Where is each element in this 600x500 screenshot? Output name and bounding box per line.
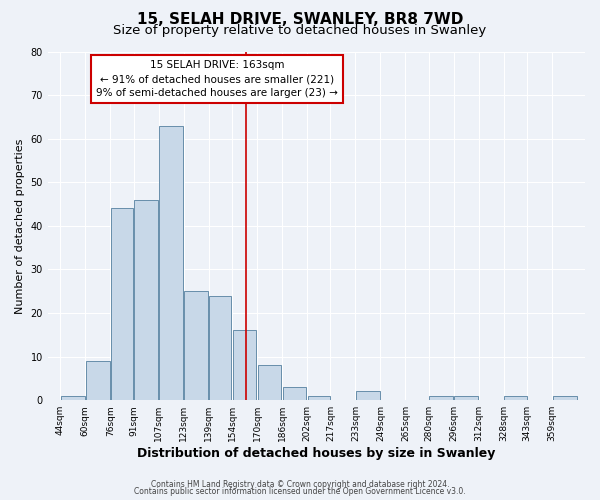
Bar xyxy=(356,392,380,400)
Bar xyxy=(61,396,85,400)
Bar xyxy=(257,366,281,400)
Bar xyxy=(184,291,208,400)
Text: 15 SELAH DRIVE: 163sqm
← 91% of detached houses are smaller (221)
9% of semi-det: 15 SELAH DRIVE: 163sqm ← 91% of detached… xyxy=(96,60,338,98)
Bar xyxy=(308,396,330,400)
X-axis label: Distribution of detached houses by size in Swanley: Distribution of detached houses by size … xyxy=(137,447,496,460)
Y-axis label: Number of detached properties: Number of detached properties xyxy=(15,138,25,314)
Bar xyxy=(430,396,453,400)
Bar xyxy=(111,208,133,400)
Bar xyxy=(505,396,527,400)
Bar xyxy=(159,126,183,400)
Bar xyxy=(86,361,110,400)
Bar xyxy=(233,330,256,400)
Bar xyxy=(283,387,307,400)
Bar xyxy=(209,296,232,400)
Text: 15, SELAH DRIVE, SWANLEY, BR8 7WD: 15, SELAH DRIVE, SWANLEY, BR8 7WD xyxy=(137,12,463,28)
Text: Size of property relative to detached houses in Swanley: Size of property relative to detached ho… xyxy=(113,24,487,37)
Bar xyxy=(454,396,478,400)
Bar xyxy=(134,200,158,400)
Bar xyxy=(553,396,577,400)
Text: Contains HM Land Registry data © Crown copyright and database right 2024.: Contains HM Land Registry data © Crown c… xyxy=(151,480,449,489)
Text: Contains public sector information licensed under the Open Government Licence v3: Contains public sector information licen… xyxy=(134,487,466,496)
